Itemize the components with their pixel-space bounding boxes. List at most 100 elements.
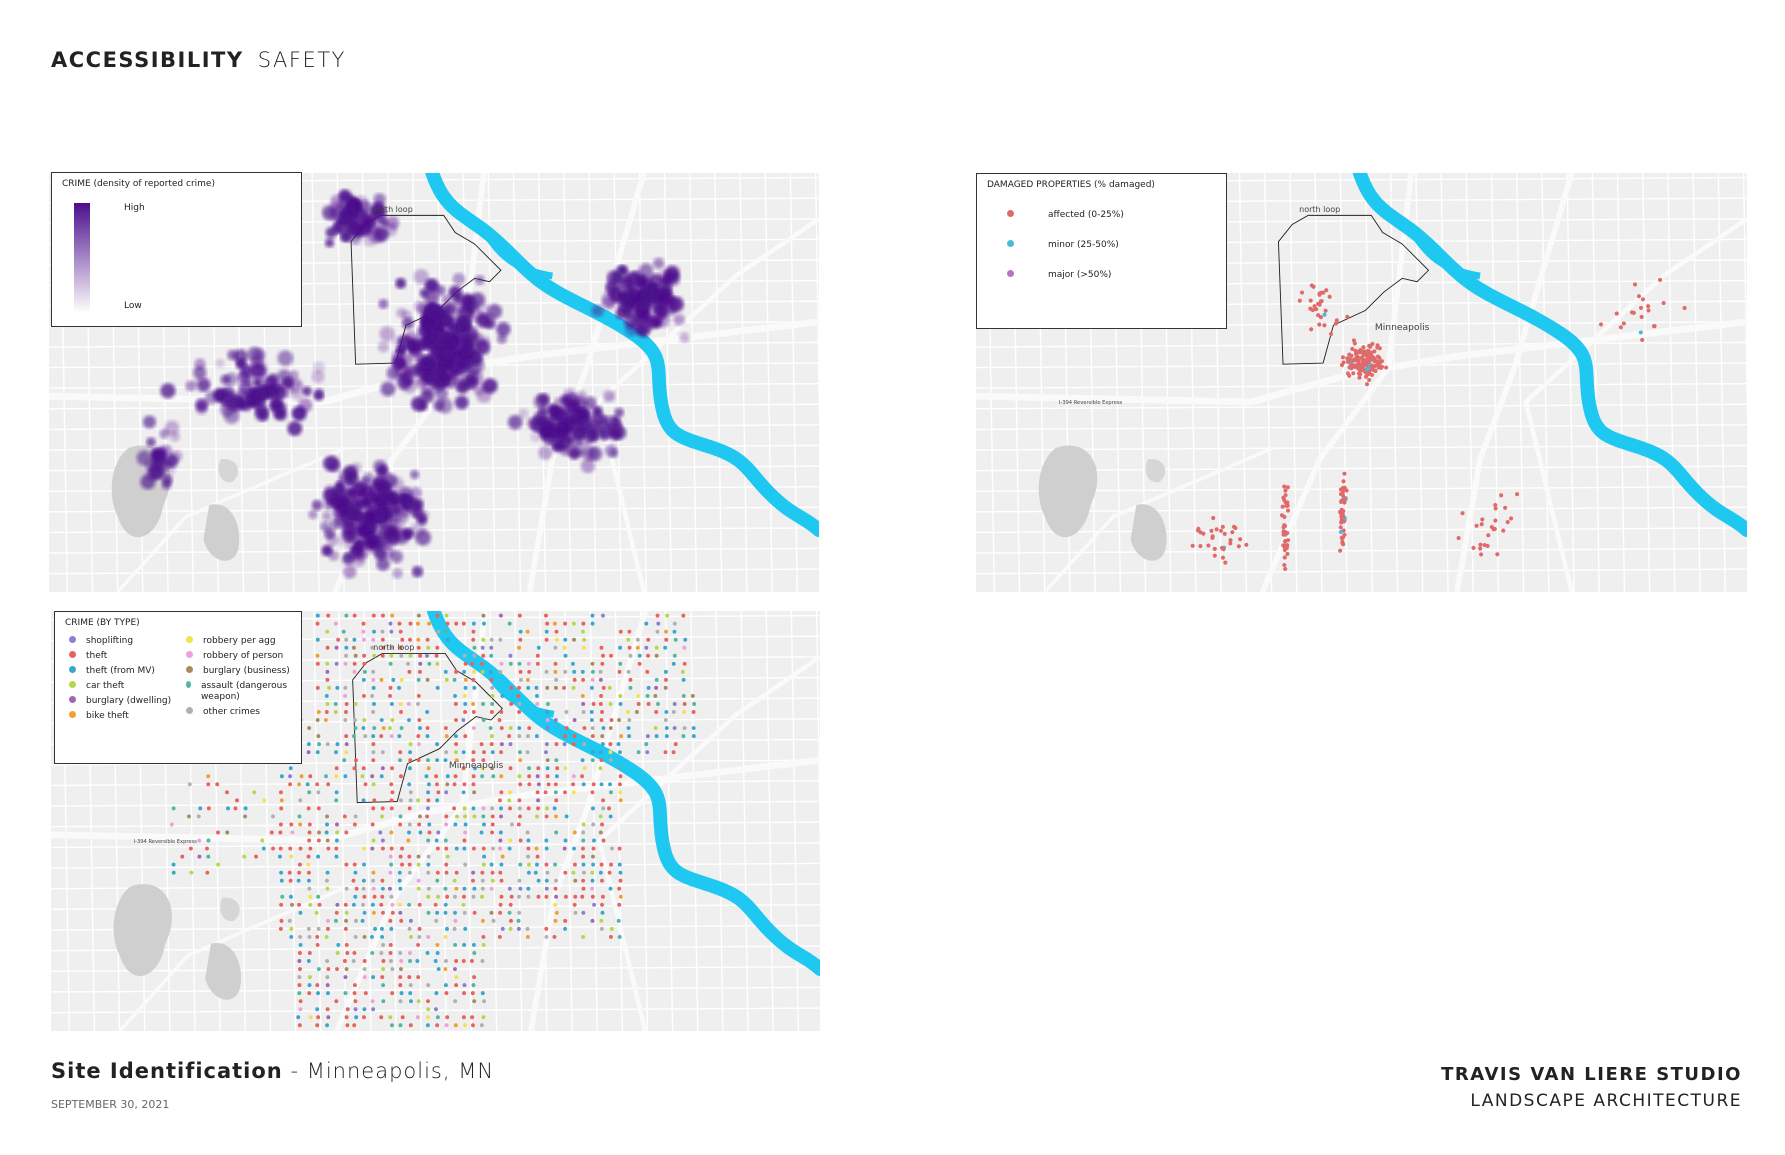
crime-incident bbox=[171, 870, 176, 875]
crime-incident bbox=[308, 975, 312, 980]
crime-incident bbox=[601, 613, 605, 618]
crime-incident bbox=[600, 878, 604, 883]
crime-incident bbox=[416, 854, 421, 859]
crime-incident bbox=[225, 790, 229, 795]
crime-incident bbox=[306, 959, 311, 963]
crime-incident bbox=[571, 685, 576, 690]
crime-incident bbox=[371, 637, 376, 642]
crime-incident bbox=[618, 798, 623, 803]
crime-incident bbox=[544, 750, 548, 755]
crime-incident bbox=[325, 661, 330, 666]
crime-incident bbox=[326, 967, 331, 971]
crime-incident bbox=[315, 1007, 320, 1012]
crime-incident bbox=[563, 669, 568, 674]
crime-incident bbox=[189, 870, 194, 875]
crime-incident bbox=[589, 710, 594, 714]
damaged-property bbox=[1341, 360, 1346, 365]
crime-density-spot bbox=[159, 428, 170, 439]
crime-incident bbox=[590, 806, 595, 811]
crime-incident bbox=[426, 790, 431, 795]
crime-incident bbox=[407, 766, 412, 771]
crime-incident bbox=[534, 685, 539, 690]
street bbox=[1591, 173, 1600, 592]
legend-swatch bbox=[186, 666, 193, 673]
crime-incident bbox=[352, 1023, 357, 1028]
crime-incident bbox=[545, 774, 550, 779]
damaged-property bbox=[1363, 370, 1368, 375]
crime-density-spot bbox=[413, 269, 429, 285]
crime-incident bbox=[326, 846, 331, 851]
crime-incident bbox=[599, 862, 604, 867]
crime-incident bbox=[553, 718, 558, 722]
crime-incident bbox=[407, 854, 412, 859]
damaged-property bbox=[1347, 352, 1352, 357]
crime-incident bbox=[344, 637, 349, 642]
lake bbox=[1038, 445, 1098, 538]
crime-incident bbox=[362, 862, 366, 867]
crime-density-spot bbox=[377, 341, 390, 353]
crime-incident bbox=[333, 621, 338, 626]
crime-incident bbox=[472, 999, 477, 1004]
crime-incident bbox=[307, 934, 312, 939]
crime-incident bbox=[589, 718, 594, 722]
crime-incident bbox=[363, 991, 368, 996]
crime-incident bbox=[508, 838, 513, 843]
damaged-property bbox=[1503, 505, 1508, 510]
crime-incident bbox=[517, 910, 522, 915]
crime-incident bbox=[361, 621, 366, 626]
crime-incident bbox=[646, 702, 651, 706]
crime-density-spot bbox=[344, 551, 355, 562]
crime-incident bbox=[591, 782, 596, 787]
crime-incident bbox=[453, 967, 457, 971]
crime-incident bbox=[555, 637, 559, 642]
legend-item: robbery of person bbox=[186, 651, 291, 662]
crime-incident bbox=[498, 830, 503, 835]
crime-incident bbox=[508, 902, 513, 907]
crime-density-spot bbox=[354, 549, 367, 562]
crime-incident bbox=[462, 942, 467, 947]
crime-incident bbox=[289, 854, 294, 859]
crime-incident bbox=[471, 710, 476, 714]
crime-incident bbox=[499, 710, 504, 714]
crime-incident bbox=[271, 814, 275, 819]
damaged-property bbox=[1328, 331, 1334, 336]
crime-incident bbox=[554, 910, 559, 915]
legend-label: bike theft bbox=[86, 711, 129, 721]
crime-incident bbox=[416, 886, 421, 891]
crime-density-spot bbox=[322, 511, 332, 522]
crime-incident bbox=[345, 1007, 350, 1012]
crime-incident bbox=[298, 942, 303, 947]
crime-incident bbox=[370, 934, 374, 939]
crime-incident bbox=[533, 870, 538, 875]
crime-incident bbox=[463, 677, 468, 682]
damaged-property bbox=[1358, 347, 1363, 353]
legend-swatch bbox=[69, 681, 76, 688]
crime-incident bbox=[352, 669, 357, 674]
crime-incident bbox=[416, 798, 421, 803]
project: Site Identification bbox=[51, 1059, 283, 1083]
crime-incident bbox=[498, 798, 502, 803]
crime-incident bbox=[279, 902, 284, 907]
crime-incident bbox=[409, 934, 413, 939]
crime-incident bbox=[617, 669, 622, 674]
crime-incident bbox=[335, 902, 340, 907]
crime-incident bbox=[400, 862, 404, 867]
crime-incident bbox=[461, 766, 466, 771]
crime-incident bbox=[600, 661, 605, 666]
crime-incident bbox=[517, 774, 522, 779]
crime-density-spot bbox=[441, 294, 452, 305]
crime-incident bbox=[206, 806, 211, 811]
crime-density-spot bbox=[220, 374, 231, 385]
crime-incident bbox=[454, 975, 459, 980]
highway bbox=[116, 446, 348, 592]
crime-density-spot bbox=[379, 217, 389, 228]
crime-incident bbox=[371, 742, 376, 747]
crime-density-spot bbox=[577, 417, 593, 433]
river-branch bbox=[482, 666, 555, 718]
crime-incident bbox=[454, 870, 459, 875]
crime-incident bbox=[608, 726, 613, 730]
crime-density-spot bbox=[537, 393, 550, 406]
crime-incident bbox=[344, 702, 349, 706]
river-branch bbox=[480, 228, 553, 280]
